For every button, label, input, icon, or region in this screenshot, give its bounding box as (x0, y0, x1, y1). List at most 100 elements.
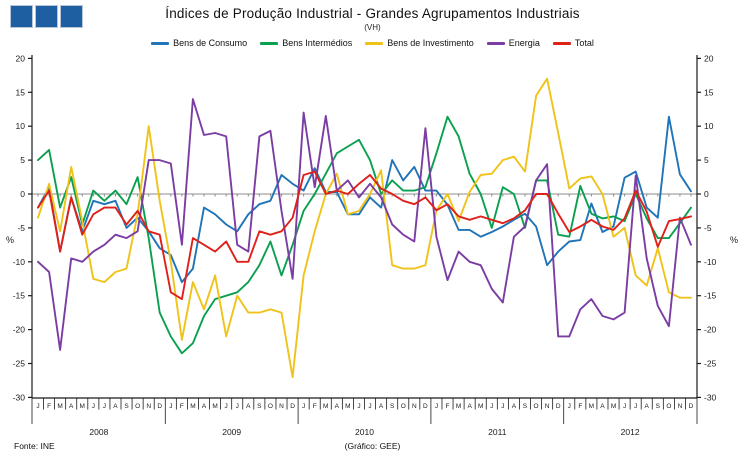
y-tick-label-right: 20 (704, 53, 714, 63)
chart-subtitle: (VH) (364, 23, 381, 32)
y-axis-title-right: % (730, 235, 738, 245)
month-tick-label: F (313, 403, 317, 410)
month-tick-label: A (600, 403, 605, 410)
series-line-total (37, 170, 692, 301)
month-tick-label: D (290, 403, 295, 410)
month-tick-label: O (135, 403, 140, 410)
y-tick-label-left: 15 (16, 87, 26, 97)
month-tick-label: D (423, 403, 428, 410)
logo-squares (10, 5, 83, 28)
legend-label: Bens Intermédios (282, 38, 353, 48)
month-tick-label: O (268, 403, 273, 410)
year-label: 2011 (488, 427, 507, 437)
legend-label: Bens de Investimento (387, 38, 474, 48)
month-tick-label: M (80, 403, 85, 410)
month-tick-label: J (236, 403, 239, 410)
month-tick-label: D (556, 403, 561, 410)
month-tick-label: A (113, 403, 118, 410)
month-tick-label: A (467, 403, 472, 410)
legend-item-bens-de-consumo: Bens de Consumo (151, 38, 247, 48)
month-tick-label: O (666, 403, 671, 410)
month-tick-label: S (523, 403, 528, 410)
series-total (37, 170, 692, 301)
y-tick-label-left: 20 (16, 53, 26, 63)
legend-line-swatch (552, 41, 571, 45)
y-tick-label-right: -15 (704, 291, 717, 301)
y-tick-label-right: 15 (704, 87, 714, 97)
legend-label: Energia (508, 38, 540, 48)
legend-label: Total (574, 38, 594, 48)
legend-line-swatch (151, 41, 170, 45)
month-tick-label: A (512, 403, 517, 410)
y-tick-label-left: 10 (16, 121, 26, 131)
series-line-bens-intermedios (37, 115, 692, 355)
month-tick-label: A (335, 403, 340, 410)
series-bens-intermedios (37, 115, 692, 355)
month-tick-label: M (323, 403, 328, 410)
legend-item-bens-de-investimento: Bens de Investimento (365, 38, 474, 48)
month-tick-label: J (435, 403, 438, 410)
month-tick-label: J (490, 403, 493, 410)
month-tick-label: S (124, 403, 129, 410)
y-axis-title-left: % (6, 235, 14, 245)
month-tick-label: F (180, 403, 184, 410)
month-tick-label: N (146, 403, 151, 410)
month-tick-label: J (568, 403, 571, 410)
month-tick-label: J (36, 403, 39, 410)
month-tick-label: N (678, 403, 683, 410)
month-tick-label: N (545, 403, 550, 410)
legend-item-total: Total (552, 38, 594, 48)
series-line-bens-de-investimento (37, 77, 692, 379)
year-label: 2010 (355, 427, 374, 437)
y-tick-label-right: -30 (704, 392, 717, 402)
legend-item-bens-intermedios: Bens Intermédios (260, 38, 352, 48)
y-tick-label-right: -25 (704, 359, 717, 369)
month-tick-label: J (92, 403, 95, 410)
month-tick-label: D (689, 403, 694, 410)
month-tick-label: N (412, 403, 417, 410)
legend-line-swatch (365, 41, 384, 45)
y-tick-label-right: 5 (704, 155, 709, 165)
y-axis-right: -30 -25 -20 -15 -10 -5 0 5 10 15 20% (696, 53, 738, 402)
logo-square (35, 5, 58, 28)
month-tick-label: S (656, 403, 661, 410)
y-tick-label-right: 0 (704, 189, 709, 199)
month-tick-label: F (578, 403, 582, 410)
y-tick-label-left: -10 (13, 257, 26, 267)
month-tick-label: M (212, 403, 217, 410)
month-tick-label: S (257, 403, 262, 410)
source-note: Fonte: INE (14, 441, 55, 451)
month-tick-label: O (401, 403, 406, 410)
year-label: 2009 (222, 427, 241, 437)
legend-line-swatch (486, 41, 505, 45)
y-tick-label-right: -20 (704, 325, 717, 335)
credit-note: (Gráfico: GEE) (344, 441, 401, 451)
month-tick-label: F (446, 403, 450, 410)
month-tick-label: M (57, 403, 62, 410)
month-tick-label: J (623, 403, 626, 410)
legend: Bens de Consumo Bens Intermédios Bens de… (0, 38, 745, 48)
y-tick-label-left: -5 (17, 223, 25, 233)
year-label: 2012 (621, 427, 640, 437)
y-tick-label-right: 10 (704, 121, 714, 131)
month-tick-label: A (69, 403, 74, 410)
month-tick-label: M (190, 403, 195, 410)
series-energia (37, 98, 692, 351)
month-tick-label: J (634, 403, 637, 410)
month-tick-label: J (501, 403, 504, 410)
y-tick-label-left: -30 (13, 392, 26, 402)
month-tick-label: M (611, 403, 616, 410)
y-axis-left: -30 -25 -20 -15 -10 -5 0 5 10 15 20% (6, 53, 33, 402)
legend-item-energia: Energia (486, 38, 540, 48)
month-tick-label: J (169, 403, 172, 410)
month-tick-label: N (279, 403, 284, 410)
legend-line-swatch (260, 41, 279, 45)
month-tick-label: M (456, 403, 461, 410)
year-label: 2008 (89, 427, 108, 437)
month-tick-label: A (246, 403, 251, 410)
month-tick-label: J (357, 403, 360, 410)
month-tick-label: M (345, 403, 350, 410)
y-tick-label-left: -25 (13, 359, 26, 369)
